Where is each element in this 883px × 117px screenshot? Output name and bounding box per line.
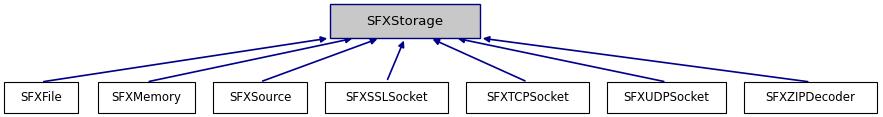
Text: SFXUDPSocket: SFXUDPSocket [623, 91, 710, 104]
Text: SFXMemory: SFXMemory [111, 91, 182, 104]
Bar [213, 82, 307, 113]
Bar [744, 82, 877, 113]
Bar [607, 82, 726, 113]
Text: SFXTCPSocket: SFXTCPSocket [486, 91, 569, 104]
Bar [325, 82, 448, 113]
Text: SFXFile: SFXFile [20, 91, 62, 104]
Bar [330, 4, 480, 38]
Text: SFXSSLSocket: SFXSSLSocket [345, 91, 427, 104]
Text: SFXStorage: SFXStorage [366, 15, 443, 27]
Text: SFXZIPDecoder: SFXZIPDecoder [766, 91, 856, 104]
Bar [466, 82, 589, 113]
Text: SFXSource: SFXSource [229, 91, 291, 104]
Bar [4, 82, 78, 113]
Bar [98, 82, 195, 113]
